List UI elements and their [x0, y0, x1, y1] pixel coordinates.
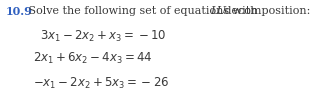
- Text: $3x_1 - 2x_2 + x_3 = -10$: $3x_1 - 2x_2 + x_3 = -10$: [40, 28, 166, 44]
- Text: LU: LU: [210, 6, 226, 16]
- Text: $2x_1 + 6x_2 - 4x_3 = 44$: $2x_1 + 6x_2 - 4x_3 = 44$: [33, 51, 153, 66]
- Text: decomposition:: decomposition:: [221, 6, 310, 16]
- Text: Solve the following set of equations with: Solve the following set of equations wit…: [25, 6, 261, 16]
- Text: 10.9: 10.9: [6, 6, 33, 17]
- Text: $-x_1 - 2x_2 + 5x_3 = -26$: $-x_1 - 2x_2 + 5x_3 = -26$: [33, 76, 169, 89]
